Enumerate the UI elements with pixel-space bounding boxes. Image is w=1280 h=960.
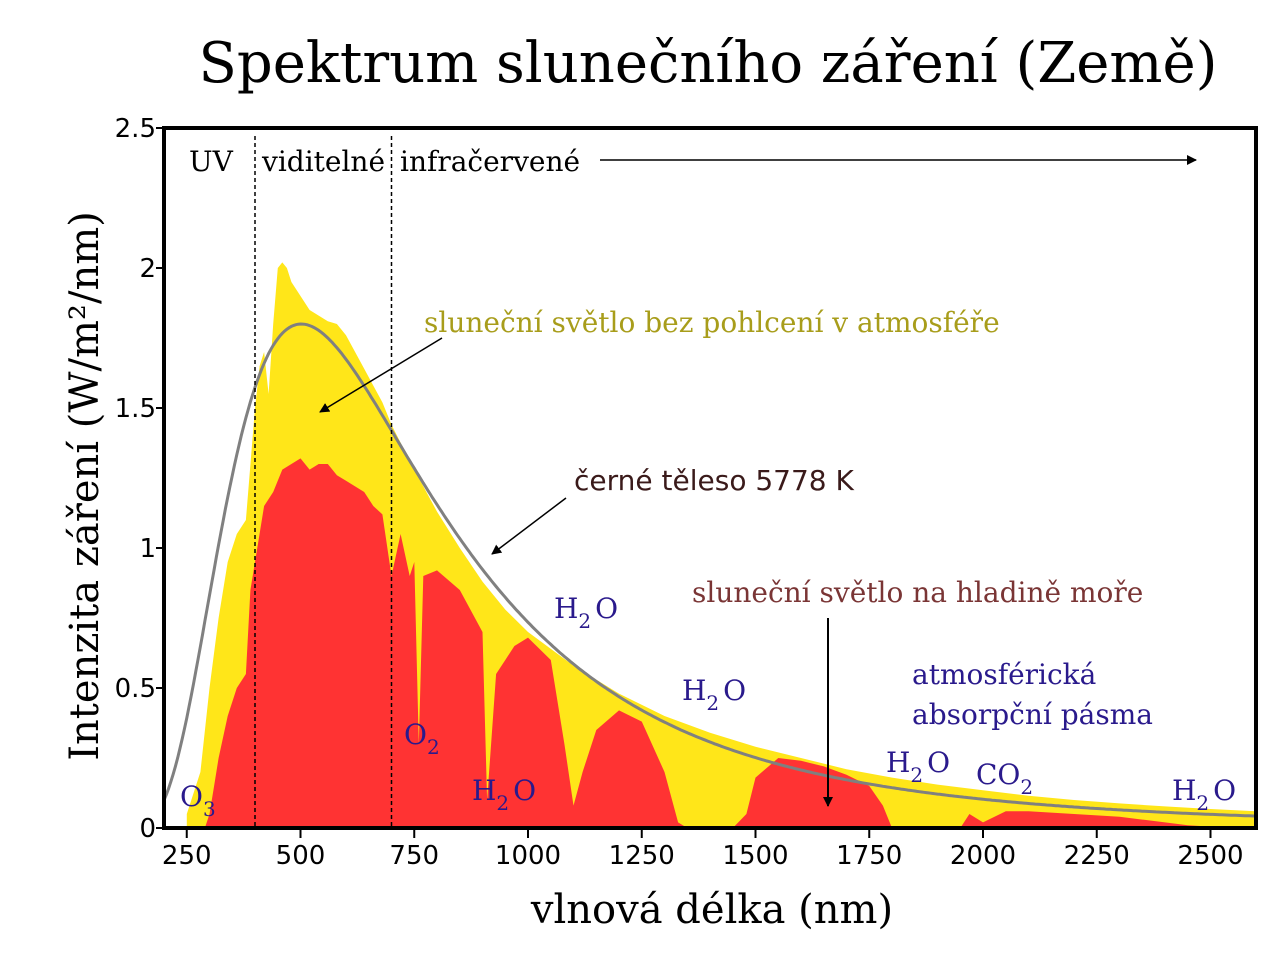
x-tick-label: 2500 bbox=[1177, 841, 1243, 871]
band-label-h2o-1850: H2 O bbox=[886, 746, 950, 787]
chart-title: Spektrum slunečního záření (Země) bbox=[199, 31, 1218, 96]
y-axis-label: Intenzita záření (W/m²/nm) bbox=[62, 211, 108, 761]
annotation-blackbody: černé těleso 5778 K bbox=[574, 464, 855, 497]
band-label-h2o-2500: H2 O bbox=[1172, 774, 1236, 815]
region-label-uv: UV bbox=[189, 145, 234, 178]
annotation-extraterrestrial: sluneční světlo bez pohlcení v atmosféře bbox=[424, 306, 1000, 339]
region-label-infrared: infračervené bbox=[400, 145, 580, 178]
absorption-heading-line1: atmosférická bbox=[912, 658, 1096, 691]
x-tick-label: 1250 bbox=[609, 841, 675, 871]
y-tick-label: 1 bbox=[139, 534, 156, 564]
band-label-h2o-940: H2 O bbox=[472, 774, 536, 815]
x-tick-label: 2000 bbox=[950, 841, 1016, 871]
x-axis-ticks: 250 500 750 1000 1250 1500 1750 2000 2250 2500 bbox=[162, 828, 1244, 871]
plot-frame bbox=[162, 126, 1258, 830]
absorption-band-labels: O3 O2 H2 O H2 O H2 O H2 O CO2 H2 O bbox=[180, 592, 1236, 821]
band-label-co2: CO2 bbox=[976, 758, 1033, 799]
band-label-h2o-1120: H2 O bbox=[554, 592, 618, 633]
x-tick-label: 1500 bbox=[722, 841, 788, 871]
band-label-o2: O2 bbox=[404, 718, 440, 759]
band-label-o3: O3 bbox=[180, 780, 216, 821]
series-area-sea-level bbox=[204, 458, 1256, 828]
x-tick-label: 750 bbox=[389, 841, 439, 871]
y-tick-label: 2.5 bbox=[115, 114, 156, 144]
region-label-visible: viditelné bbox=[261, 145, 385, 178]
plot-content bbox=[164, 262, 1256, 828]
y-tick-label: 1.5 bbox=[115, 394, 156, 424]
arrow-blackbody bbox=[491, 497, 567, 555]
absorption-heading-line2: absorpční pásma bbox=[912, 698, 1153, 731]
x-tick-label: 2250 bbox=[1064, 841, 1130, 871]
y-tick-label: 2 bbox=[139, 254, 156, 284]
y-axis-ticks: 0 0.5 1 1.5 2 2.5 bbox=[115, 114, 164, 844]
band-label-h2o-1400: H2 O bbox=[682, 674, 746, 715]
series-line-blackbody bbox=[164, 322, 1256, 818]
x-tick-label: 500 bbox=[276, 841, 326, 871]
annotation-sea-level: sluneční světlo na hladině moře bbox=[692, 576, 1143, 609]
x-axis-label: vlnová délka (nm) bbox=[530, 887, 893, 933]
x-tick-label: 250 bbox=[162, 841, 212, 871]
y-tick-label: 0 bbox=[139, 814, 156, 844]
x-tick-label: 1750 bbox=[836, 841, 902, 871]
y-tick-label: 0.5 bbox=[115, 674, 156, 704]
x-tick-label: 1000 bbox=[495, 841, 561, 871]
arrow-extraterrestrial bbox=[319, 337, 443, 413]
